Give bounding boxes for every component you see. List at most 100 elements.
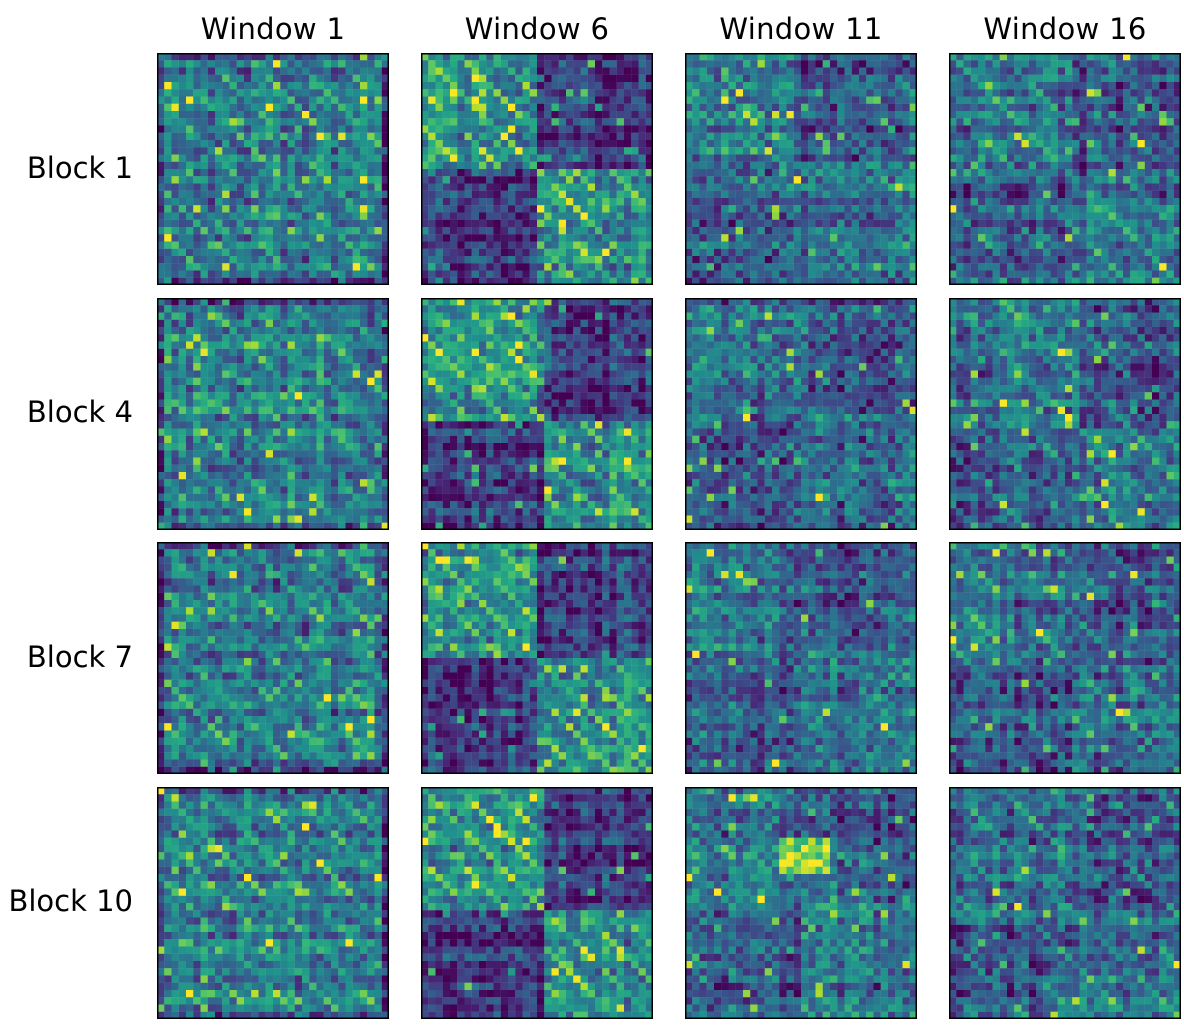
heatmap-cell — [699, 53, 707, 61]
heatmap-cell — [895, 241, 903, 249]
heatmap-cell — [757, 248, 765, 257]
heatmap-cell — [808, 111, 816, 119]
heatmap-cell — [360, 334, 368, 342]
heatmap-cell — [728, 125, 736, 133]
heatmap-cell — [714, 89, 722, 97]
heatmap-cell — [258, 256, 266, 264]
heatmap-cell — [888, 96, 896, 104]
heatmap-cell — [1144, 132, 1153, 141]
heatmap-cell — [837, 53, 845, 61]
heatmap-cell — [1036, 60, 1044, 68]
heatmap-cell — [830, 125, 838, 133]
heatmap-cell — [595, 248, 603, 257]
heatmap-cell — [1144, 96, 1153, 104]
heatmap-cell — [157, 176, 165, 184]
heatmap-cell — [851, 82, 860, 90]
heatmap-cell — [772, 140, 780, 148]
heatmap-cell — [450, 96, 458, 104]
heatmap-cell — [273, 421, 281, 429]
heatmap-cell — [728, 219, 736, 228]
heatmap-cell — [229, 198, 237, 206]
heatmap-cell — [215, 414, 223, 422]
heatmap-cell — [186, 154, 194, 162]
heatmap-cell — [721, 60, 729, 68]
heatmap-cell — [909, 198, 917, 206]
heatmap-cell — [229, 227, 237, 235]
heatmap-cell — [963, 132, 971, 141]
heatmap-cell — [157, 60, 165, 68]
heatmap-cell — [215, 125, 223, 133]
heatmap-cell — [1159, 89, 1167, 97]
heatmap-cell — [1115, 118, 1124, 126]
heatmap-cell — [902, 205, 910, 213]
heatmap-cell — [171, 96, 179, 104]
heatmap-cell — [157, 363, 165, 371]
heatmap-cell — [764, 270, 773, 278]
heatmap-cell — [352, 82, 361, 90]
heatmap-cell — [381, 125, 389, 133]
heatmap-cell — [157, 334, 165, 342]
heatmap-cell — [302, 234, 310, 242]
heatmap-cell — [193, 414, 201, 422]
heatmap-cell — [1159, 53, 1167, 61]
heatmap-cell — [280, 53, 288, 61]
heatmap-cell — [258, 392, 266, 400]
heatmap-cell — [544, 234, 552, 242]
heatmap-cell — [757, 125, 765, 133]
heatmap-cell — [859, 198, 867, 206]
heatmap-cell — [645, 132, 653, 141]
heatmap-cell — [186, 198, 194, 206]
heatmap-cell — [992, 111, 1000, 119]
heatmap-cell — [280, 377, 288, 386]
heatmap-cell — [551, 263, 559, 271]
heatmap-cell — [580, 67, 588, 75]
heatmap-cell — [381, 464, 389, 473]
heatmap-cell — [1108, 205, 1116, 213]
heatmap-cell — [764, 212, 773, 220]
heatmap-cell — [171, 363, 179, 371]
heatmap-cell — [624, 140, 632, 148]
heatmap-cell — [992, 256, 1000, 264]
heatmap-cell — [595, 111, 603, 119]
heatmap-cell — [200, 205, 208, 213]
heatmap-cell — [508, 241, 516, 249]
heatmap-cell — [1101, 140, 1109, 148]
heatmap-cell — [244, 356, 252, 364]
heatmap-cell — [258, 234, 266, 242]
heatmap-cell — [338, 256, 346, 264]
heatmap-cell — [815, 147, 823, 155]
heatmap-cell — [888, 111, 896, 119]
heatmap-cell — [895, 111, 903, 119]
heatmap-cell — [1137, 248, 1145, 257]
heatmap-cell — [970, 111, 979, 119]
heatmap-cell — [609, 147, 617, 155]
heatmap-cell — [1050, 198, 1058, 206]
heatmap-cell — [779, 227, 787, 235]
heatmap-cell — [580, 161, 588, 170]
heatmap-cell — [801, 241, 809, 249]
heatmap-cell — [956, 96, 964, 104]
heatmap-cell — [595, 67, 603, 75]
heatmap-cell — [522, 234, 530, 242]
heatmap-cell — [699, 140, 707, 148]
heatmap-cell — [1028, 74, 1037, 83]
heatmap-cell — [258, 111, 266, 119]
heatmap-cell — [200, 241, 208, 249]
heatmap-cell — [171, 472, 179, 480]
heatmap-cell — [1014, 147, 1022, 155]
heatmap-cell — [428, 183, 436, 191]
heatmap-cell — [258, 176, 266, 184]
heatmap-cell — [222, 89, 230, 97]
heatmap-cell — [244, 256, 252, 264]
heatmap-cell — [631, 256, 639, 264]
heatmap-cell — [851, 103, 860, 112]
heatmap-cell — [859, 132, 867, 141]
heatmap-cell — [909, 154, 917, 162]
heatmap-cell — [529, 263, 538, 271]
heatmap-cell — [280, 169, 288, 177]
heatmap-cell — [200, 154, 208, 162]
heatmap-cell — [265, 298, 274, 306]
heatmap-cell — [200, 190, 208, 199]
heatmap-cell — [345, 161, 353, 170]
heatmap-cell — [215, 118, 223, 126]
